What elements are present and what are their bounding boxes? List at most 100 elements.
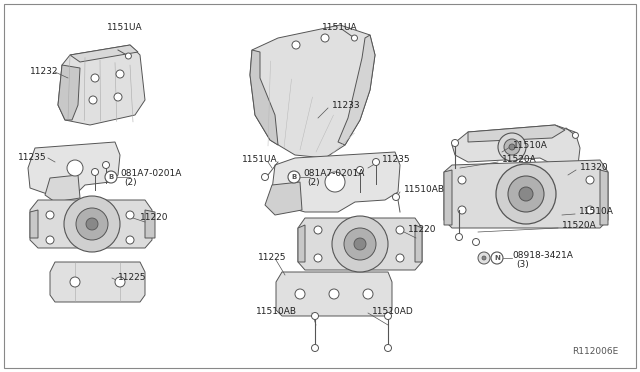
Circle shape bbox=[472, 238, 479, 246]
Circle shape bbox=[126, 211, 134, 219]
Circle shape bbox=[478, 252, 490, 264]
Polygon shape bbox=[298, 225, 305, 262]
Circle shape bbox=[86, 218, 98, 230]
Circle shape bbox=[295, 289, 305, 299]
Polygon shape bbox=[272, 152, 400, 212]
Circle shape bbox=[456, 234, 463, 241]
Polygon shape bbox=[444, 170, 452, 225]
Circle shape bbox=[91, 74, 99, 82]
Circle shape bbox=[321, 34, 329, 42]
Text: B: B bbox=[108, 174, 114, 180]
Polygon shape bbox=[30, 200, 152, 248]
Circle shape bbox=[519, 187, 533, 201]
Polygon shape bbox=[50, 262, 145, 302]
Circle shape bbox=[372, 158, 380, 166]
Circle shape bbox=[116, 70, 124, 78]
Circle shape bbox=[385, 312, 392, 320]
Circle shape bbox=[115, 277, 125, 287]
Circle shape bbox=[392, 193, 399, 201]
Polygon shape bbox=[600, 170, 608, 225]
Circle shape bbox=[125, 53, 131, 59]
Text: 11520A: 11520A bbox=[562, 221, 596, 231]
Text: 1151UA: 1151UA bbox=[107, 22, 143, 32]
Circle shape bbox=[92, 169, 99, 176]
Circle shape bbox=[70, 277, 80, 287]
Polygon shape bbox=[452, 125, 580, 172]
Text: 08918-3421A: 08918-3421A bbox=[512, 251, 573, 260]
Polygon shape bbox=[58, 45, 145, 125]
Circle shape bbox=[458, 206, 466, 214]
Circle shape bbox=[292, 41, 300, 49]
Circle shape bbox=[325, 172, 345, 192]
Polygon shape bbox=[276, 272, 392, 316]
Circle shape bbox=[496, 164, 556, 224]
Text: 081A7-0201A: 081A7-0201A bbox=[303, 169, 364, 177]
Text: 11225: 11225 bbox=[118, 273, 147, 282]
Circle shape bbox=[363, 289, 373, 299]
Polygon shape bbox=[298, 218, 422, 270]
Text: 081A7-0201A: 081A7-0201A bbox=[120, 169, 181, 177]
Circle shape bbox=[314, 226, 322, 234]
Text: 11235: 11235 bbox=[382, 155, 411, 164]
Circle shape bbox=[46, 211, 54, 219]
Circle shape bbox=[482, 256, 486, 260]
Circle shape bbox=[332, 216, 388, 272]
Text: (2): (2) bbox=[307, 177, 319, 186]
Text: (2): (2) bbox=[124, 177, 136, 186]
Circle shape bbox=[288, 171, 300, 183]
Circle shape bbox=[102, 161, 109, 169]
Circle shape bbox=[586, 206, 594, 214]
Text: 11225: 11225 bbox=[258, 253, 287, 263]
Circle shape bbox=[89, 96, 97, 104]
Text: 11520A: 11520A bbox=[502, 155, 537, 164]
Text: 11220: 11220 bbox=[140, 214, 168, 222]
Circle shape bbox=[504, 139, 520, 155]
Text: 11320: 11320 bbox=[580, 164, 609, 173]
Text: 11233: 11233 bbox=[332, 100, 360, 109]
Circle shape bbox=[126, 236, 134, 244]
Text: N: N bbox=[494, 255, 500, 261]
Circle shape bbox=[491, 252, 503, 264]
Text: 11232: 11232 bbox=[30, 67, 58, 77]
Circle shape bbox=[385, 344, 392, 352]
Polygon shape bbox=[30, 210, 38, 238]
Text: 1151UA: 1151UA bbox=[322, 22, 358, 32]
Polygon shape bbox=[444, 160, 608, 228]
Circle shape bbox=[312, 312, 319, 320]
Text: 11235: 11235 bbox=[18, 154, 47, 163]
Circle shape bbox=[351, 35, 358, 41]
Text: 11510A: 11510A bbox=[579, 208, 614, 217]
Text: 1151UA: 1151UA bbox=[242, 155, 278, 164]
Circle shape bbox=[46, 236, 54, 244]
Circle shape bbox=[396, 254, 404, 262]
Circle shape bbox=[451, 140, 458, 147]
Circle shape bbox=[344, 228, 376, 260]
Circle shape bbox=[67, 160, 83, 176]
Circle shape bbox=[586, 176, 594, 184]
Text: 11220: 11220 bbox=[408, 225, 436, 234]
Circle shape bbox=[396, 226, 404, 234]
Circle shape bbox=[572, 132, 579, 138]
Text: 11510A: 11510A bbox=[513, 141, 548, 150]
Text: (3): (3) bbox=[516, 260, 529, 269]
Polygon shape bbox=[70, 45, 138, 62]
Circle shape bbox=[314, 254, 322, 262]
Circle shape bbox=[105, 171, 117, 183]
Circle shape bbox=[509, 144, 515, 150]
Polygon shape bbox=[58, 65, 80, 120]
Circle shape bbox=[64, 196, 120, 252]
Circle shape bbox=[329, 289, 339, 299]
Circle shape bbox=[76, 208, 108, 240]
Circle shape bbox=[114, 93, 122, 101]
Circle shape bbox=[354, 238, 366, 250]
Text: 11510AD: 11510AD bbox=[372, 307, 413, 315]
Circle shape bbox=[262, 173, 269, 180]
Polygon shape bbox=[265, 182, 302, 215]
Text: R112006E: R112006E bbox=[572, 347, 618, 356]
Polygon shape bbox=[468, 125, 565, 142]
Circle shape bbox=[508, 176, 544, 212]
Text: 11510AB: 11510AB bbox=[404, 186, 445, 195]
Circle shape bbox=[356, 167, 364, 173]
Text: B: B bbox=[291, 174, 296, 180]
Text: 11510AB: 11510AB bbox=[256, 307, 297, 315]
